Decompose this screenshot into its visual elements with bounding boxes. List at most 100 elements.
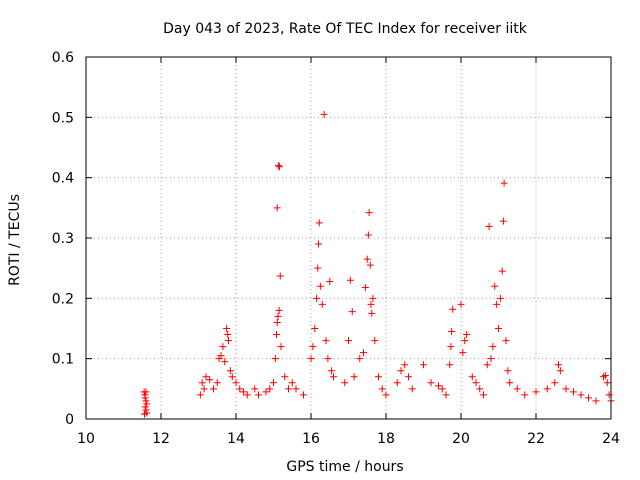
x-tick-label: 16 xyxy=(302,431,320,447)
data-point xyxy=(219,343,227,351)
data-point xyxy=(251,385,259,393)
data-point xyxy=(232,379,240,387)
data-point xyxy=(513,385,521,393)
data-point xyxy=(495,325,502,332)
y-tick-label: 0.2 xyxy=(52,291,74,307)
data-point xyxy=(360,349,367,357)
data-point xyxy=(217,352,225,360)
data-point xyxy=(198,379,206,387)
data-point xyxy=(300,391,307,399)
data-point xyxy=(314,264,322,272)
x-axis-label: GPS time / hours xyxy=(286,459,403,475)
data-point xyxy=(461,337,469,345)
data-point xyxy=(316,282,324,290)
x-tick-label: 14 xyxy=(227,431,245,447)
data-point xyxy=(551,379,559,387)
data-point xyxy=(375,373,382,381)
data-point xyxy=(491,282,499,290)
x-tick-label: 24 xyxy=(602,431,620,447)
data-point xyxy=(555,361,562,369)
data-point xyxy=(446,361,454,369)
data-point xyxy=(288,379,296,387)
data-point xyxy=(397,367,405,375)
data-point xyxy=(142,397,150,405)
y-tick-label: 0.3 xyxy=(52,231,74,247)
axis-ticks: 10 12 14 16 18 20 22 24 0 0.1 0.2 0.3 0.4 0.5 0.6 xyxy=(52,50,620,447)
data-point xyxy=(215,355,223,363)
data-point xyxy=(307,355,315,363)
grid xyxy=(86,57,611,419)
data-point xyxy=(401,361,409,369)
data-point xyxy=(143,400,151,408)
data-point xyxy=(318,300,326,308)
data-point xyxy=(405,373,412,381)
data-point xyxy=(281,373,289,381)
data-point xyxy=(499,217,507,225)
data-point xyxy=(273,331,280,339)
data-point xyxy=(315,219,323,227)
data-point xyxy=(292,385,300,393)
data-point xyxy=(532,388,540,396)
data-point xyxy=(350,373,358,381)
y-axis-label: ROTI / TECUs xyxy=(7,194,23,286)
data-point xyxy=(330,373,337,381)
data-point xyxy=(601,372,609,380)
x-tick-label: 20 xyxy=(452,431,470,447)
data-point xyxy=(223,325,231,332)
data-point xyxy=(562,385,570,393)
data-point xyxy=(255,391,262,399)
data-point xyxy=(483,361,491,369)
data-point xyxy=(556,367,564,375)
data-point xyxy=(500,179,508,187)
data-point xyxy=(489,343,497,351)
data-point xyxy=(442,391,450,399)
data-point xyxy=(363,255,371,263)
data-point xyxy=(393,379,401,387)
x-tick-label: 22 xyxy=(527,431,545,447)
data-point xyxy=(498,267,506,275)
y-tick-label: 0.4 xyxy=(52,171,74,187)
data-point xyxy=(243,391,251,399)
data-point xyxy=(600,373,607,381)
data-point xyxy=(364,231,372,239)
data-point xyxy=(369,294,377,302)
data-point xyxy=(309,343,317,351)
data-point xyxy=(345,337,352,345)
data-point xyxy=(408,385,416,393)
data-point xyxy=(447,343,455,351)
data-point xyxy=(141,410,148,418)
data-point xyxy=(276,272,284,280)
data-point xyxy=(361,283,369,291)
data-point xyxy=(273,204,281,212)
data-point xyxy=(570,388,577,396)
y-tick-label: 0 xyxy=(65,412,74,428)
data-point xyxy=(213,379,221,387)
data-point xyxy=(311,325,319,332)
data-point xyxy=(605,391,613,399)
data-point xyxy=(448,328,456,336)
data-point xyxy=(315,240,322,248)
data-point xyxy=(262,388,270,396)
data-point xyxy=(420,361,427,369)
data-point xyxy=(142,406,150,414)
data-point xyxy=(196,391,204,399)
data-point xyxy=(202,373,210,381)
data-point xyxy=(274,162,282,170)
data-point xyxy=(371,337,379,345)
data-point xyxy=(228,373,236,381)
data-point xyxy=(585,394,592,402)
data-point xyxy=(285,385,292,393)
data-point xyxy=(277,343,285,351)
data-point xyxy=(592,397,600,405)
data-point xyxy=(226,367,234,375)
data-point xyxy=(320,110,328,118)
data-points xyxy=(140,110,615,418)
plot-frame xyxy=(85,56,612,420)
data-point xyxy=(577,391,585,399)
data-point xyxy=(313,294,321,302)
y-tick-label: 0.6 xyxy=(52,50,74,66)
data-point xyxy=(603,379,611,387)
data-point xyxy=(348,308,356,316)
data-point xyxy=(141,394,149,402)
data-point xyxy=(366,261,374,269)
